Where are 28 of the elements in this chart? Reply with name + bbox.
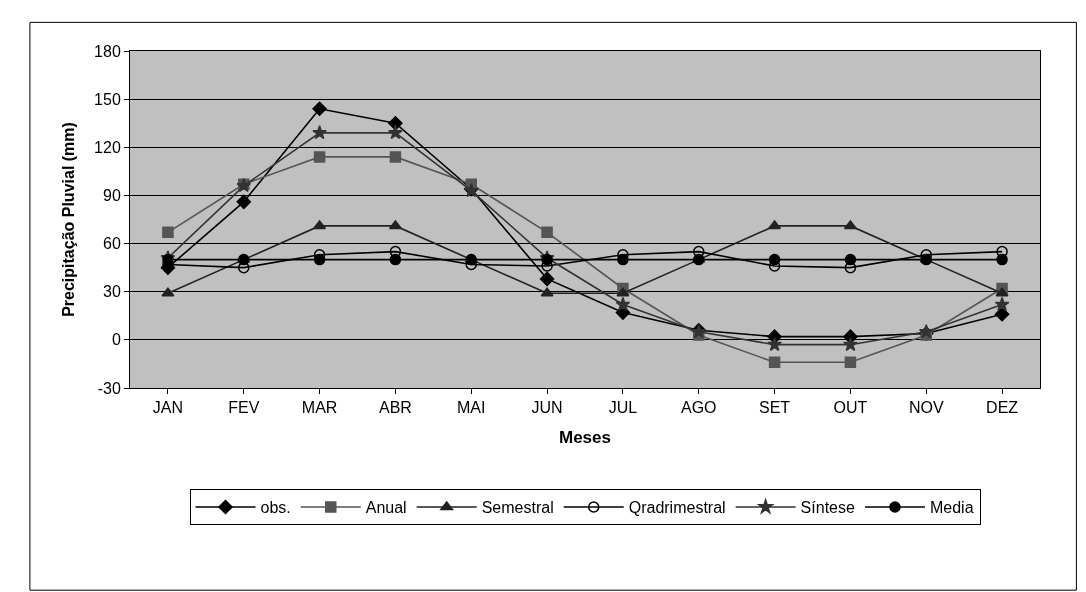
x-tick-label: OUT [833,399,868,417]
x-tick-label: MAI [457,399,486,417]
legend-label: obs. [260,499,291,517]
x-axis-title: Meses [559,427,611,447]
x-tick-label: JUN [531,399,563,417]
y-tick-label: -30 [97,379,121,397]
legend-label: Anual [365,499,407,517]
x-tick-label: DEZ [986,399,1019,417]
y-tick-label: 60 [103,235,121,253]
legend-label: Media [929,499,974,517]
legend-label: Qradrimestral [628,499,726,517]
x-tick-label: ABR [378,399,412,417]
x-tick-label: AGO [680,399,717,417]
x-tick-label: FEV [228,399,260,417]
y-tick-label: 30 [103,283,121,301]
x-tick-label: SET [759,399,791,417]
x-tick-label: JAN [152,399,184,417]
x-tick-label: JUL [608,399,638,417]
legend-label: Semestral [481,499,554,517]
y-tick-label: 150 [94,90,121,108]
y-axis-title: Precipitação Pluvial (mm) [60,122,77,317]
y-tick-label: 180 [94,42,121,60]
x-tick-label: NOV [908,399,944,417]
x-tick-label: MAR [301,399,338,417]
y-tick-label: 0 [111,331,121,349]
y-tick-label: 120 [94,138,121,156]
legend-label: Síntese [800,499,855,517]
y-tick-label: 90 [103,187,121,205]
